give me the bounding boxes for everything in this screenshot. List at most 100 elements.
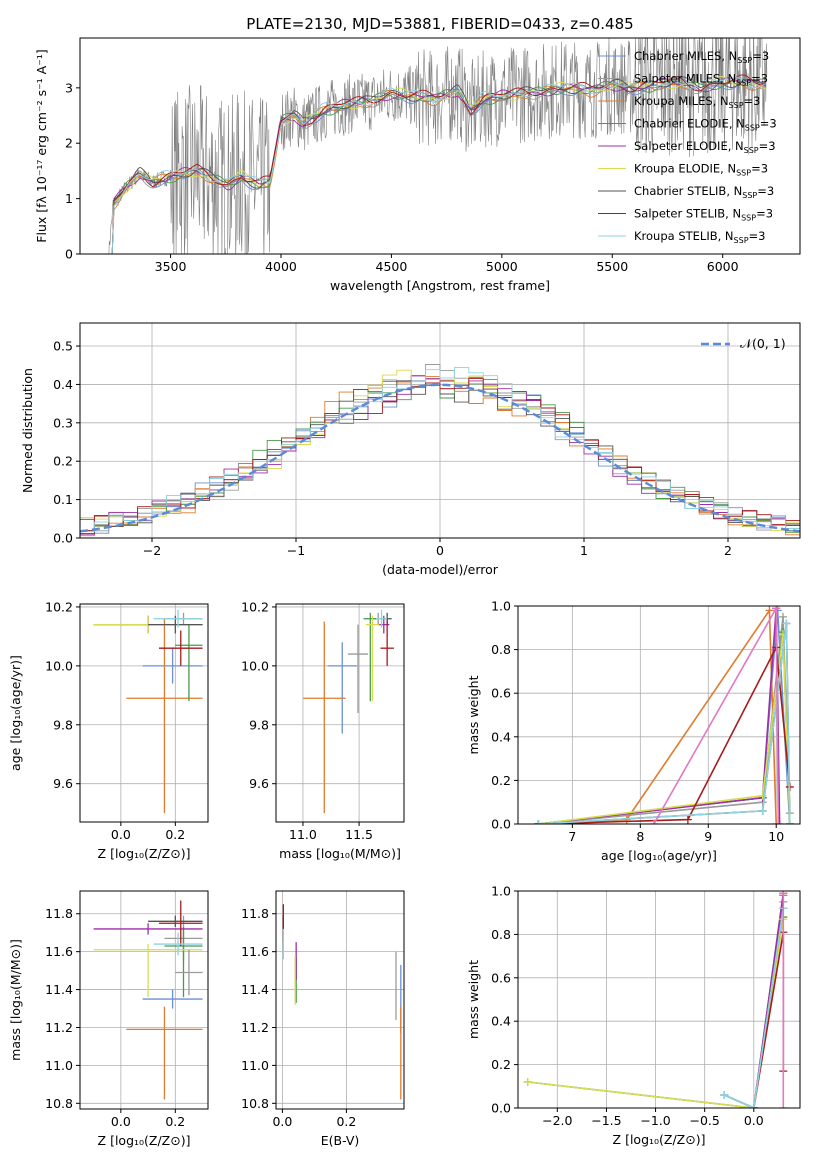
legend-name: Salpeter STELIB, N [634,207,741,221]
axes-frame [79,890,209,1110]
legend-eq: =3 [751,162,768,176]
axes-frame [79,37,801,255]
mass-weight-line [653,606,780,824]
x-tick-label: 0.0 [111,1114,131,1129]
y-tick-label: 0.2 [491,773,511,788]
plot-area-massweight-vs-Z [523,891,788,1108]
y-tick-label: 11.8 [45,906,73,921]
y-tick-label: 0.0 [491,817,511,832]
y-tick-label: 1.0 [491,884,511,899]
mass-weight-line [538,623,791,824]
y-tick-label: 9.8 [249,717,269,732]
y-tick-label: 11.4 [241,982,269,997]
mass-weight-marker [683,815,692,824]
mass-weight-marker [779,1104,788,1108]
x-tick-label: −2 [143,543,161,558]
legend-eq: =3 [757,184,774,198]
x-axis-label: wavelength [Angstrom, rest frame] [330,278,550,293]
y-tick-label: 0.3 [53,415,73,430]
histogram-step [80,367,800,533]
y-axis-label: mass [log₁₀(M/M⊙)] [8,939,23,1061]
mass-weight-marker [765,606,774,615]
x-tick-label: 0.0 [111,827,131,842]
y-tick-label: 10.8 [45,1096,73,1111]
histogram-step [80,364,800,532]
legend-eq: =3 [760,117,777,131]
axes-massweight-vs-age: 7 8 9 10 0.0 0.2 0.4 0.6 0.8 1.0 age [log₁₀(age/yr… [466,599,801,863]
histogram-step [80,380,800,534]
y-tick-label: 11.6 [241,944,269,959]
y-tick-label: 10.2 [241,599,269,614]
mass-weight-marker [782,619,791,628]
x-axis-label: Z [log₁₀(Z/Z⊙)] [613,1132,706,1147]
x-axis-label: (data-model)/error [382,562,499,577]
x-tick-label: 0.2 [165,1114,185,1129]
x-axis-label: E(B-V) [321,1133,360,1148]
mass-weight-line [538,616,791,824]
legend-sub: SSP [737,56,752,65]
y-tick-label: 0.0 [491,1101,511,1116]
y-tick-label: 0.8 [491,642,511,657]
x-tick-label: 10 [768,829,784,844]
legend-entry: Kroupa MILES, NSSP=3 [634,94,760,110]
mass-weight-marker [523,1077,532,1086]
y-tick-label: 9.6 [249,776,269,791]
legend-sub: SSP [741,214,756,223]
x-tick-label: 0.2 [336,1114,356,1129]
model-spectrum-line [108,78,767,254]
legend-entry: 𝒩(0, 1) [740,336,786,351]
x-axis-label: Z [log₁₀(Z/Z⊙)] [98,1133,191,1148]
axes-residuals: −2 −1 0 1 2 0.0 0.1 0.2 0.3 0.4 0.5 (data-model)/er… [20,322,801,577]
gaussian-curve [80,383,800,533]
x-tick-label: 0.0 [744,1113,764,1128]
legend-sub: SSP [736,79,751,88]
x-tick-label: 11.5 [345,827,373,842]
y-tick-label: 0.2 [53,454,73,469]
x-tick-label: −2.0 [542,1113,572,1128]
y-tick-label: 11.2 [45,1020,73,1035]
legend-eq: =3 [759,139,776,153]
x-axis-label: age [log₁₀(age/yr)] [601,848,717,863]
plot-area-age-vs-Z [93,609,203,814]
y-axis-label: Normed distribution [20,368,35,493]
mass-weight-marker [772,820,781,824]
histogram-step [80,369,800,531]
model-spectrum-line [108,74,767,254]
y-tick-label: 9.8 [53,717,73,732]
axes-frame [275,890,405,1110]
y-tick-label: 11.6 [45,944,73,959]
y-tick-label: 10.0 [241,658,269,673]
legend-name: Chabrier STELIB, N [634,184,742,198]
y-tick-label: 10.0 [45,658,73,673]
legend-name: Chabrier MILES, N [634,49,737,63]
y-axis-label: mass weight [466,960,481,1039]
legend-name: Kroupa STELIB, N [634,229,734,243]
plot-area-spectrum [108,38,768,254]
y-tick-label: 0 [65,247,73,262]
plot-area-residuals [80,364,800,537]
x-tick-label: 8 [636,829,644,844]
legend-name: Kroupa ELODIE, N [634,162,736,176]
legend-name: Chabrier ELODIE, N [634,117,745,131]
x-tick-label: 5500 [596,259,628,274]
y-tick-label: 9.6 [53,776,73,791]
x-tick-label: 11.0 [289,827,317,842]
mass-weight-marker [758,806,767,815]
plot-area-mass-vs-EBV [282,904,402,1100]
data-spectrum-line [108,38,768,254]
y-tick-label: 3 [65,80,73,95]
x-tick-label: 0.0 [272,1114,292,1129]
y-axis-label: mass weight [466,675,481,754]
y-tick-label: 0.6 [491,970,511,985]
y-tick-label: 11.0 [241,1058,269,1073]
model-spectrum-line [108,78,767,254]
legend-entry: Salpeter STELIB, NSSP=3 [634,207,773,223]
y-tick-label: 0.0 [53,531,73,546]
legend-entry: Salpeter MILES, NSSP=3 [634,72,768,88]
mass-weight-line [538,632,791,824]
y-tick-label: 0.4 [491,1014,511,1029]
axes-frame [79,603,209,823]
legend-sub: SSP [745,124,760,133]
